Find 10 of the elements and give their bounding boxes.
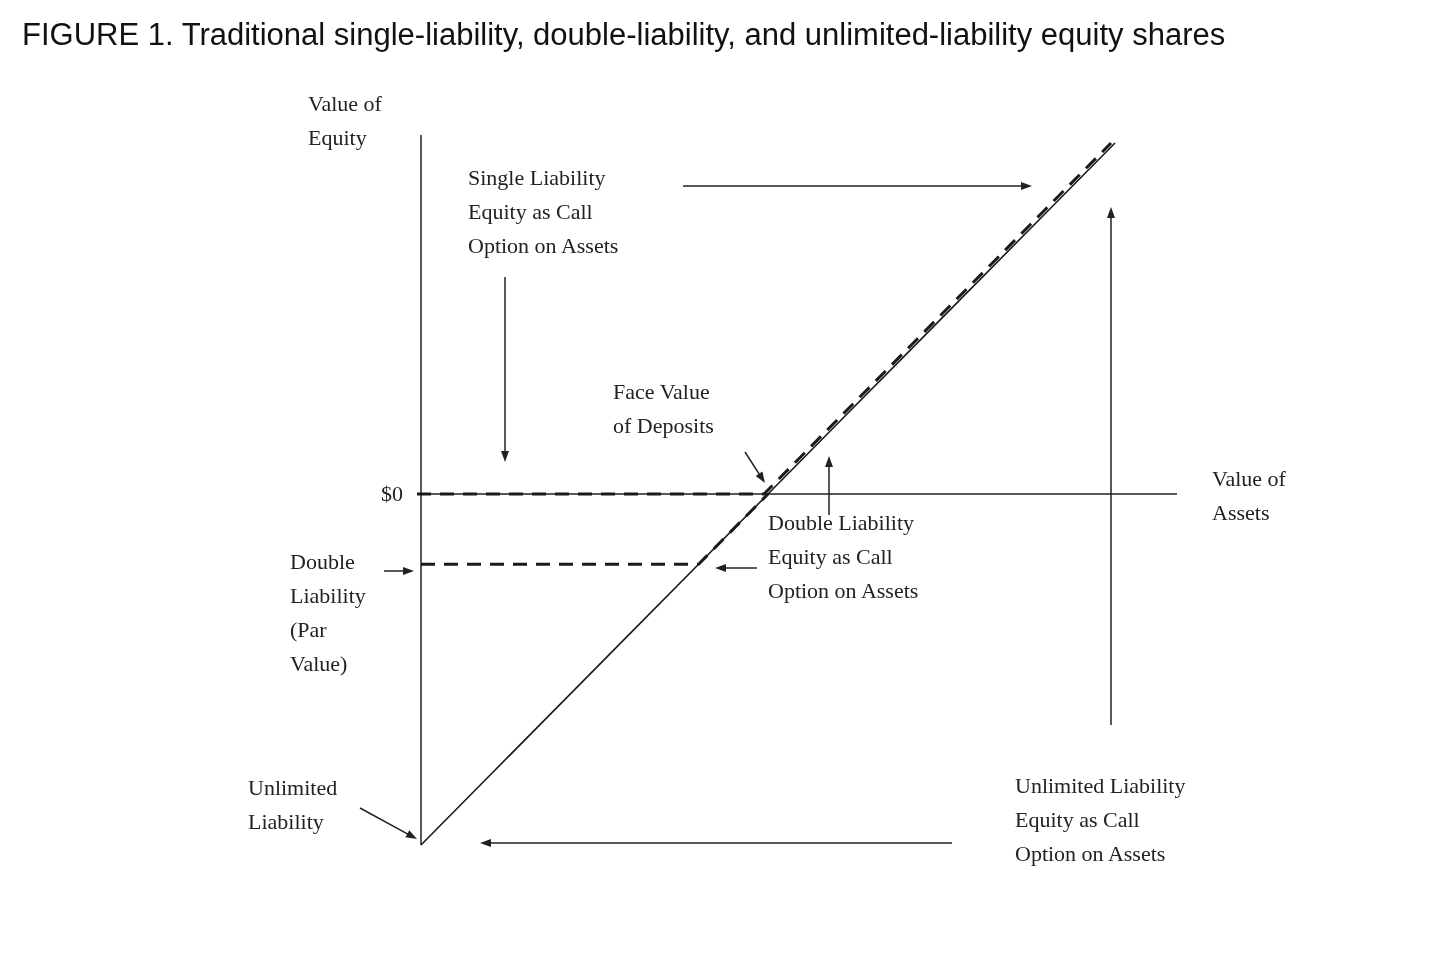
- x-axis-title: Value of Assets: [1212, 466, 1287, 525]
- annotation: Unlimited Liability Equity as Call Option on Assets: [1015, 773, 1186, 866]
- annotation: Single Liability Equity as Call Option on Assets: [468, 165, 619, 258]
- annotation: Face Value of Deposits: [613, 379, 714, 438]
- chart-title: FIGURE 1. Traditional single-liability, double-liability, and unlimited-liability equity shares: [22, 17, 1226, 52]
- text: Unlimited Liability: [248, 775, 338, 834]
- annotation: Double Liability Equity as Call Option on Assets: [768, 510, 919, 603]
- text: $0: [381, 481, 403, 506]
- text: Double Liability (Par Value): [290, 549, 366, 676]
- y-axis-title: Value of Equity: [308, 91, 383, 150]
